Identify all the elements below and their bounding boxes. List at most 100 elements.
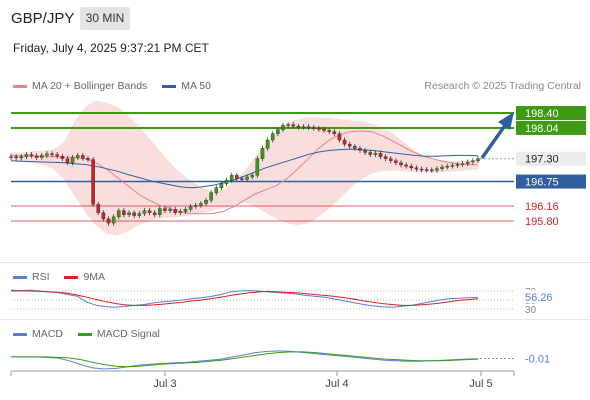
rsi-panel: 70503056.26 [10,287,568,316]
candle [471,158,475,165]
candle [219,181,224,191]
candle [270,131,275,143]
candle-body [147,210,152,213]
candle [183,206,188,214]
candle-body [435,168,439,171]
candle [34,153,39,160]
candle-body [388,158,393,161]
candle-body [286,124,290,126]
candle [178,208,183,216]
candle [327,127,331,135]
candle [168,206,172,214]
candle [96,201,101,216]
candle-body [137,213,142,216]
candle [450,162,455,169]
candle [204,197,208,207]
rsi-line [10,289,479,308]
candle-body [75,155,80,158]
candle [424,167,429,173]
forecast-arrow-head [498,112,514,130]
candle-body [158,208,162,215]
candle-body [270,133,275,141]
legend-ma20: MA 20 + Bollinger Bands [13,80,147,92]
timeframe-button[interactable]: 30 MIN [80,7,130,30]
candle [301,124,306,130]
candle-body [445,165,450,168]
candle-body [265,139,270,149]
candle-body [204,200,208,204]
candle-body [260,148,265,159]
candle [383,154,388,162]
copyright-text: Research © 2025 Trading Central [424,80,581,92]
support-label: 196.16 [525,201,559,213]
candle-body [291,124,296,127]
candle-body [199,203,203,206]
x-tick-label: Jul 5 [469,378,493,390]
candle [430,167,434,173]
candle [322,126,326,133]
candle [19,154,24,161]
candle [465,159,470,167]
candle-body [460,163,465,165]
candle-body [45,153,49,156]
candle-body [342,139,347,145]
candle [116,208,121,220]
bollinger-band-area [11,100,478,236]
support-label: 195.80 [525,216,559,228]
x-tick-label: Jul 3 [153,378,177,390]
candle-body [440,166,444,169]
candle-body [34,155,39,158]
candle-body [168,209,172,211]
candle [199,201,203,208]
candle-body [414,167,419,170]
candle [455,162,460,168]
candle [276,127,280,137]
candle-body [19,156,24,159]
candle-body [29,154,34,156]
resistance-label: 198.04 [525,123,559,135]
rsi-label: RSI [32,271,50,283]
rsi-ma-label: 9MA [83,271,106,283]
candle-body [240,178,244,180]
candle-body [229,175,234,181]
candle-body [86,158,90,160]
macd-line [11,350,479,370]
candle [163,206,167,214]
candle [265,137,270,151]
candle [342,137,347,147]
candle [260,145,265,162]
candle [75,152,80,160]
macd-signal-line [11,351,479,368]
candle-body [424,169,429,171]
candle-body [327,130,331,132]
candle-body [281,125,285,130]
candle [419,166,424,172]
candle [347,141,352,149]
candle [476,156,480,164]
candle [224,177,229,187]
candle [368,149,373,158]
candle-body [378,153,383,157]
ma20-line [10,130,479,215]
macd-panel: -0.01 [11,350,550,370]
macd-label: MACD [32,328,63,340]
candle [235,172,239,182]
candle [106,216,111,226]
candle [378,150,383,160]
candle [250,172,254,180]
candle [86,155,90,163]
candle [332,129,337,137]
candle [363,147,367,155]
candle-body [409,165,414,169]
candle-body [142,210,147,214]
candle-body [317,128,321,130]
last-price-label: 197.30 [525,154,559,166]
candle [173,206,178,216]
panel-divider [0,262,590,263]
candle-body [419,168,424,171]
candle-body [65,158,70,164]
moving-averages [10,130,479,215]
ma20-swatch [13,84,27,88]
candle [50,151,54,158]
